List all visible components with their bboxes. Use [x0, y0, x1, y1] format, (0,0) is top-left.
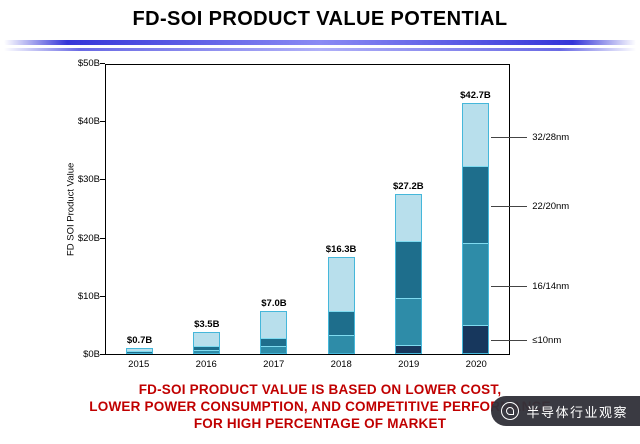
bar-total-label: $3.5B — [194, 318, 220, 330]
title-divider-thick — [4, 40, 636, 45]
bar-segment-≤10nm — [462, 325, 488, 353]
caption-line-1: FD-SOI PRODUCT VALUE IS BASED ON LOWER C… — [138, 382, 502, 397]
stacked-bar — [327, 257, 355, 354]
bar-slot: $7.0B — [240, 65, 307, 354]
x-axis-label: 2018 — [330, 359, 352, 370]
bar-segment-22/20nm — [462, 166, 488, 245]
bar-slot: $16.3B — [308, 65, 375, 354]
y-axis-tick-label: $10B — [77, 290, 100, 302]
watermark-logo-icon — [501, 402, 520, 420]
bar-segment-32/28nm — [194, 332, 220, 348]
watermark: 半导体行业观察 — [491, 396, 640, 426]
x-axis-label: 2020 — [465, 359, 487, 370]
bar-slot: $27.2B — [375, 65, 442, 354]
x-axis-label: 2019 — [398, 359, 420, 370]
bar-slot: $0.7B — [106, 65, 173, 354]
segment-label-text: 22/20nm — [532, 201, 570, 213]
y-axis-tick-mark — [100, 121, 105, 123]
y-axis-tick-mark — [100, 237, 105, 239]
bar-segment-16/14nm — [395, 299, 421, 346]
segment-label-text: ≤10nm — [532, 335, 562, 347]
bar-segment-22/20nm — [328, 312, 354, 336]
segment-leader-line — [491, 136, 528, 138]
x-axis-label: 2016 — [195, 359, 217, 370]
y-axis-tick-label: $0B — [83, 349, 100, 360]
y-axis-tick-mark — [100, 354, 105, 355]
x-axis-label: 2017 — [263, 359, 285, 370]
bar-segment-32/28nm — [261, 312, 287, 339]
y-axis-tick-mark — [100, 295, 105, 297]
y-axis-tick-mark — [100, 63, 105, 64]
y-axis-tick-label: $20B — [77, 232, 100, 244]
stacked-bar — [193, 331, 221, 354]
bar-segment-16/14nm — [261, 347, 287, 353]
title-divider-thin — [4, 48, 636, 51]
watermark-text: 半导体行业观察 — [526, 405, 628, 421]
page-title: FD-SOI PRODUCT VALUE POTENTIAL — [132, 8, 508, 30]
bar-slot: $42.7B — [442, 65, 509, 354]
segment-label-text: 32/28nm — [532, 131, 570, 143]
caption-line-2: LOWER POWER CONSUMPTION, AND COMPETITIVE… — [89, 399, 551, 414]
stacked-bar — [126, 347, 154, 354]
stacked-bar — [394, 193, 422, 354]
plot-area: $0.7B $3.5B $7.0B $16.3B $27.2B $42.7B — [105, 64, 510, 355]
x-axis-label: 2015 — [128, 359, 150, 370]
stacked-bar — [260, 311, 288, 354]
segment-label: 32/28nm — [491, 132, 569, 143]
bar-total-label: $0.7B — [126, 334, 153, 346]
bar-total-label: $16.3B — [325, 244, 357, 256]
bar-segment-32/28nm — [127, 348, 153, 353]
bar-segment-32/28nm — [395, 194, 421, 243]
caption: FD-SOI PRODUCT VALUE IS BASED ON LOWER C… — [0, 381, 640, 432]
bar-segment-22/20nm — [395, 242, 421, 300]
segment-leader-line — [491, 285, 528, 287]
y-axis-tick-label: $40B — [77, 116, 100, 128]
bar-segment-22/20nm — [127, 352, 153, 353]
y-axis-tick-label: $30B — [77, 174, 100, 186]
bar-segment-32/28nm — [328, 258, 354, 313]
bar-segment-22/20nm — [261, 338, 287, 348]
bar-total-label: $27.2B — [392, 180, 424, 192]
y-axis-title: FD SOI Product Value — [65, 162, 77, 257]
x-axis-labels: 2015 2016 2017 2018 2019 2020 — [105, 359, 510, 370]
y-axis-tick-mark — [100, 179, 105, 181]
bar-segment-16/14nm — [328, 335, 354, 353]
caption-line-3: FOR HIGH PERCENTAGE OF MARKET — [193, 416, 447, 431]
bar-segment-32/28nm — [462, 104, 488, 167]
bar-segment-≤10nm — [395, 346, 421, 353]
bar-slot: $3.5B — [173, 65, 240, 354]
segment-label-text: 16/14nm — [532, 280, 570, 292]
bar-segment-16/14nm — [462, 244, 488, 326]
bar-segment-22/20nm — [194, 347, 220, 351]
segment-label: ≤10nm — [491, 335, 561, 346]
stacked-bar — [461, 103, 489, 354]
bar-segment-16/14nm — [194, 350, 220, 353]
bar-total-label: $7.0B — [261, 298, 287, 310]
segment-label: 22/20nm — [491, 201, 569, 212]
segment-label: 16/14nm — [491, 281, 569, 292]
segment-leader-line — [491, 340, 528, 342]
y-axis-tick-label: $50B — [77, 58, 100, 69]
bar-total-label: $42.7B — [460, 90, 491, 102]
segment-leader-line — [491, 206, 528, 208]
